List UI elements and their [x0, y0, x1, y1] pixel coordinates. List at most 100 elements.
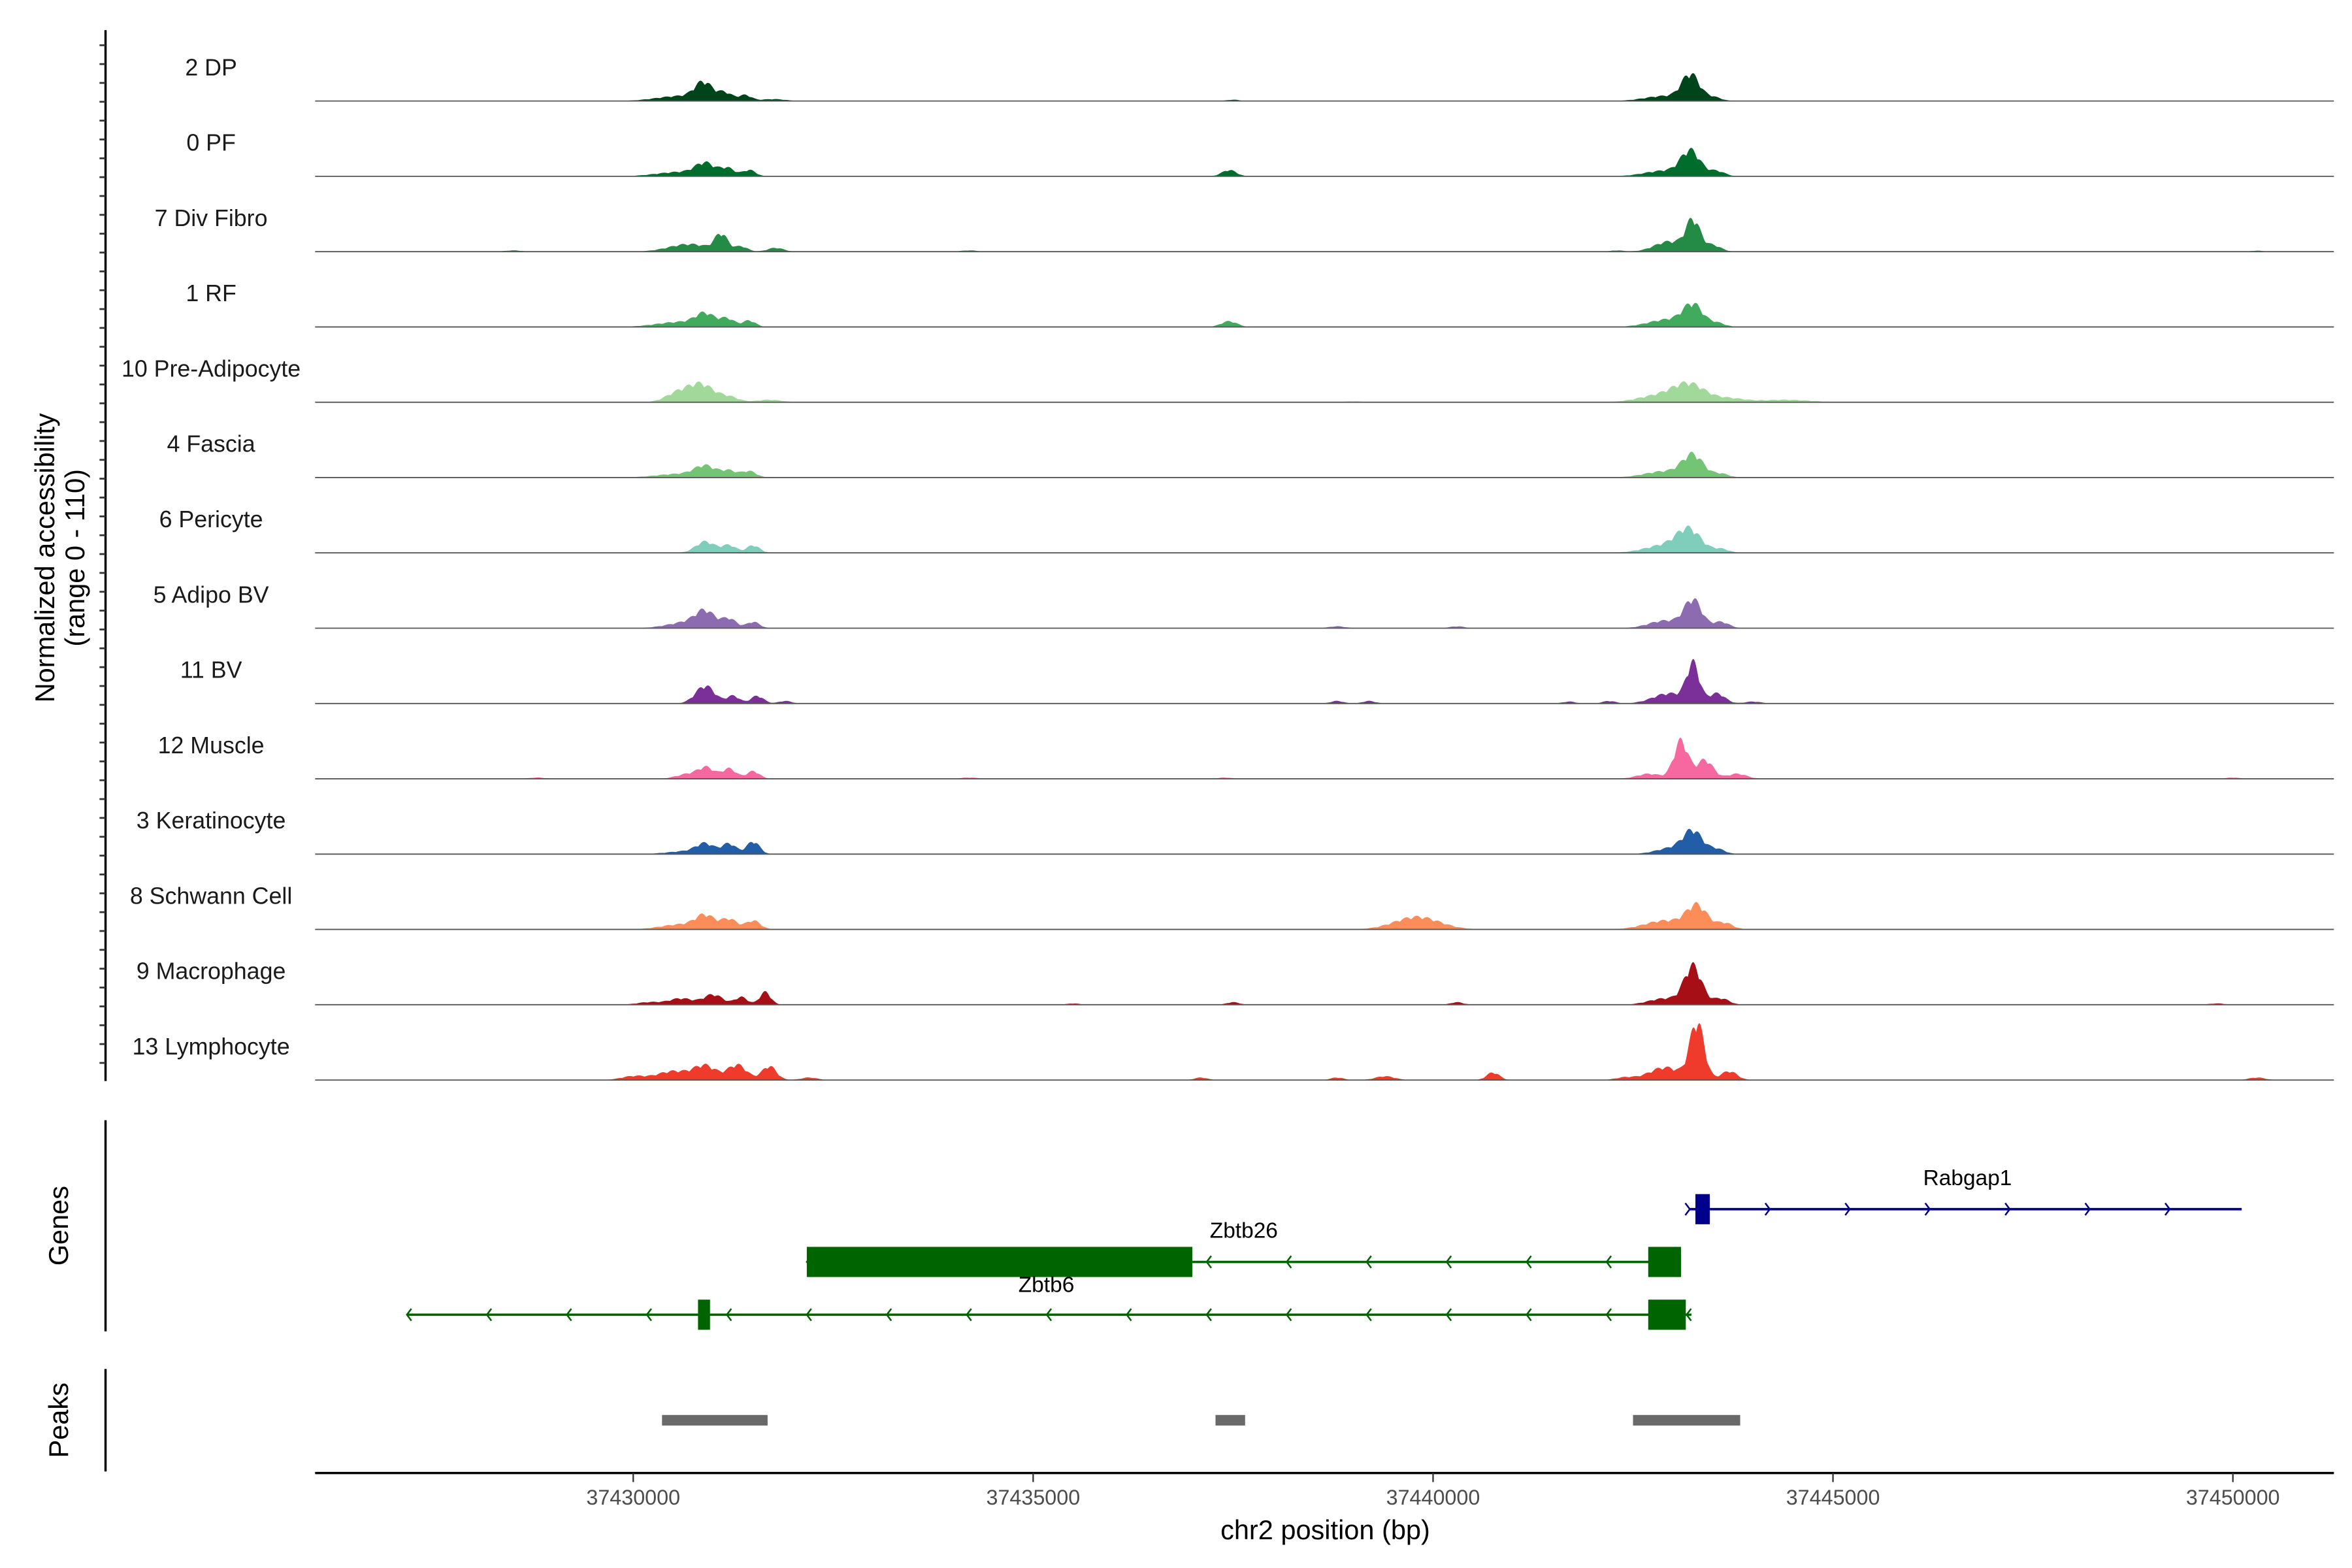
accessibility-area — [315, 302, 2334, 327]
strand-arrow-icon — [1526, 1255, 1532, 1269]
gene-label: Zbtb6 — [1019, 1273, 1075, 1298]
accessibility-area — [315, 962, 2334, 1005]
accessibility-area — [315, 659, 2334, 704]
strand-arrow-icon — [1365, 1255, 1372, 1269]
tracks: 2 DP 0 PF 7 Div Fibro 1 RF 10 Pre-Adipocyte 4… — [122, 54, 2334, 1081]
gene-exon — [1695, 1194, 1710, 1224]
strand-arrow-icon — [1685, 1308, 1692, 1322]
track-label: 8 Schwann Cell — [130, 883, 292, 909]
y-axis-range: (range 0 - 110) — [59, 469, 90, 647]
track: 7 Div Fibro — [155, 205, 2334, 253]
gene-exon — [698, 1299, 710, 1330]
accessibility-area — [315, 598, 2334, 629]
accessibility-area — [315, 148, 2334, 176]
peak-region — [662, 1414, 768, 1426]
accessibility-area — [315, 902, 2334, 930]
track-label: 0 PF — [186, 130, 236, 156]
track-label: 5 Adipo BV — [154, 581, 269, 608]
strand-arrow-icon — [566, 1308, 572, 1322]
track-label: 3 Keratinocyte — [137, 808, 286, 834]
gene-exon — [1648, 1247, 1681, 1277]
y-axis-ticks — [99, 44, 106, 1064]
accessibility-area — [315, 525, 2334, 553]
strand-arrow-icon — [406, 1308, 412, 1322]
track: 10 Pre-Adipocyte — [122, 355, 2334, 403]
accessibility-area — [315, 1023, 2334, 1081]
gene-annotations: Rabgap1 Zbtb26 Zbtb6 — [406, 1166, 2242, 1330]
track: 9 Macrophage — [137, 958, 2334, 1005]
peaks-panel-label: Peaks — [43, 1382, 74, 1458]
strand-arrow-icon — [1285, 1308, 1292, 1322]
gene-label: Rabgap1 — [1923, 1166, 2012, 1190]
strand-arrow-icon — [1365, 1308, 1372, 1322]
track-label: 12 Muscle — [158, 732, 265, 759]
accessibility-area — [315, 381, 2334, 402]
strand-arrow-icon — [725, 1308, 732, 1322]
strand-arrow-icon — [1605, 1308, 1612, 1322]
peak-region — [1215, 1414, 1245, 1426]
strand-arrow-icon — [1205, 1255, 1212, 1269]
strand-arrow-icon — [1285, 1255, 1292, 1269]
strand-arrow-icon — [1445, 1308, 1452, 1322]
strand-arrow-icon — [1605, 1255, 1612, 1269]
strand-arrow-icon — [1125, 1308, 1132, 1322]
y-axis-label: Normalized accessibility — [29, 413, 60, 702]
genes-panel-label: Genes — [43, 1186, 74, 1266]
peak-region — [1633, 1414, 1740, 1426]
strand-arrow-icon — [966, 1308, 972, 1322]
gene-zbtb26: Zbtb26 — [806, 1219, 1681, 1277]
strand-arrow-icon — [885, 1308, 892, 1322]
track: 1 RF — [186, 280, 2334, 328]
strand-arrow-icon — [485, 1308, 493, 1322]
y-axis-title: Normalized accessibility (range 0 - 110) — [29, 413, 90, 702]
strand-arrow-icon — [1924, 1202, 1931, 1216]
track: 13 Lymphocyte — [133, 1023, 2334, 1081]
gene-exon — [806, 1247, 1192, 1277]
track-label: 11 BV — [180, 657, 242, 683]
track: 3 Keratinocyte — [137, 808, 2334, 855]
x-axis-ticks: 37430000 37435000 37440000 37445000 37450000 — [586, 1473, 2280, 1509]
x-axis-title: chr2 position (bp) — [1220, 1514, 1430, 1545]
track-label: 10 Pre-Adipocyte — [122, 355, 301, 382]
x-tick-label: 37450000 — [2186, 1486, 2280, 1509]
strand-arrow-icon — [1764, 1202, 1771, 1216]
track: 4 Fascia — [167, 431, 2334, 478]
strand-arrow-icon — [1526, 1308, 1532, 1322]
strand-arrow-icon — [2004, 1202, 2011, 1216]
track: 2 DP — [185, 54, 2334, 102]
strand-arrow-icon — [2164, 1202, 2171, 1216]
track: 0 PF — [186, 130, 2334, 177]
track-label: 1 RF — [186, 280, 236, 306]
track-label: 9 Macrophage — [137, 958, 286, 985]
track-label: 7 Div Fibro — [155, 205, 268, 231]
track-label: 6 Pericyte — [159, 506, 263, 532]
accessibility-area — [315, 73, 2334, 101]
track: 8 Schwann Cell — [130, 883, 2334, 930]
gene-zbtb6: Zbtb6 — [406, 1273, 1692, 1330]
accessibility-area — [315, 738, 2334, 779]
track: 6 Pericyte — [159, 506, 2334, 554]
strand-arrow-icon — [806, 1308, 812, 1322]
track-label: 4 Fascia — [167, 431, 255, 457]
gene-exon — [1648, 1299, 1686, 1330]
strand-arrow-icon — [645, 1308, 652, 1322]
x-tick-label: 37445000 — [1786, 1486, 1880, 1509]
gene-label: Zbtb26 — [1210, 1219, 1278, 1243]
strand-arrow-icon — [2084, 1202, 2091, 1216]
strand-arrow-icon — [1045, 1308, 1053, 1322]
x-tick-label: 37430000 — [586, 1486, 680, 1509]
strand-arrow-icon — [1205, 1308, 1212, 1322]
strand-arrow-icon — [1844, 1202, 1851, 1216]
track-label: 2 DP — [185, 54, 237, 80]
x-tick-label: 37440000 — [1386, 1486, 1480, 1509]
track: 5 Adipo BV — [154, 581, 2334, 629]
gene-rabgap1: Rabgap1 — [1684, 1166, 2242, 1224]
strand-arrow-icon — [1684, 1202, 1691, 1216]
accessibility-area — [315, 451, 2334, 478]
track: 11 BV — [180, 657, 2334, 704]
peak-regions — [662, 1414, 1740, 1426]
x-tick-label: 37435000 — [986, 1486, 1080, 1509]
accessibility-area — [315, 218, 2334, 252]
accessibility-area — [315, 828, 2334, 855]
